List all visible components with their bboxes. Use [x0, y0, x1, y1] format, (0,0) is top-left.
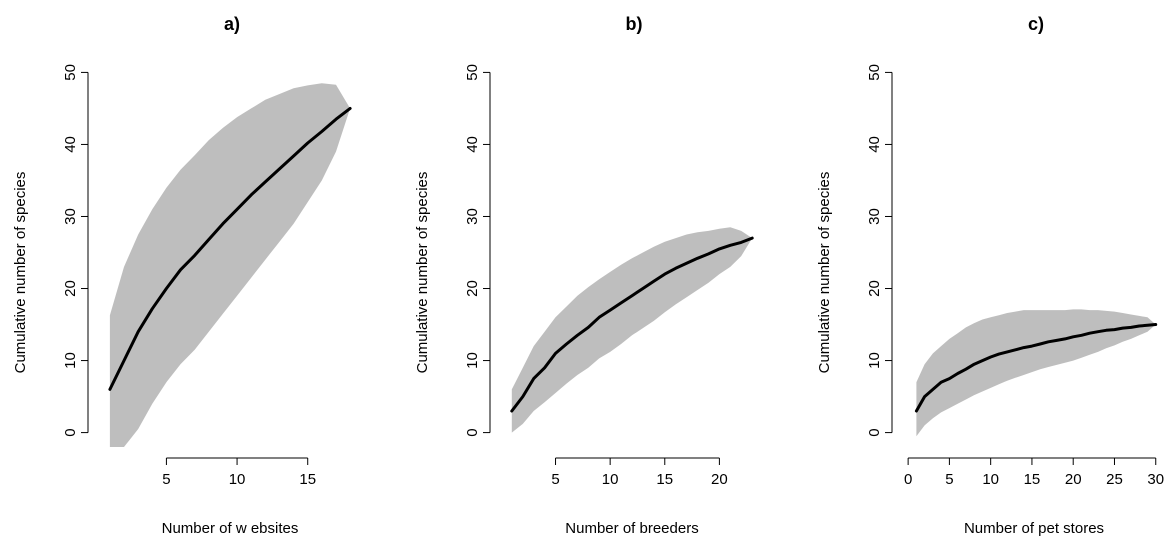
y-tick-label-b: 10: [464, 352, 481, 369]
y-tick-label-b: 40: [464, 136, 481, 153]
mean-line-b: [510, 236, 754, 413]
x-tick-label-b: 15: [656, 471, 673, 488]
y-tick-label-b: 20: [464, 280, 481, 297]
y-axis-label-a: Cumulative number of species: [12, 172, 29, 374]
x-tick-label-c: 10: [982, 471, 999, 488]
confidence-band-c: [916, 309, 1156, 437]
y-tick-label-c: 50: [866, 64, 883, 81]
x-tick-label-b: 5: [551, 471, 559, 488]
x-axis-label-b: Number of breeders: [565, 520, 698, 537]
y-tick-label-a: 10: [62, 352, 79, 369]
y-tick-label-c: 0: [866, 428, 883, 436]
y-tick-label-c: 40: [866, 136, 883, 153]
y-tick-label-a: 50: [62, 64, 79, 81]
mean-line-a: [108, 106, 352, 391]
y-axis-label-c: Cumulative number of species: [816, 172, 833, 374]
y-tick-label-c: 30: [866, 208, 883, 225]
x-tick-label-c: 25: [1106, 471, 1123, 488]
y-tick-label-a: 20: [62, 280, 79, 297]
x-tick-label-c: 30: [1147, 471, 1164, 488]
y-tick-label-a: 0: [62, 428, 79, 436]
y-axis-label-b: Cumulative number of species: [414, 172, 431, 374]
y-tick-label-b: 50: [464, 64, 481, 81]
y-tick-label-c: 20: [866, 280, 883, 297]
panel-c-title: c): [1027, 14, 1044, 34]
x-tick-label-a: 10: [229, 471, 246, 488]
x-tick-label-a: 15: [299, 471, 316, 488]
x-tick-label-c: 0: [904, 471, 912, 488]
y-tick-label-a: 40: [62, 136, 79, 153]
y-tick-label-c: 10: [866, 352, 883, 369]
x-tick-label-c: 20: [1065, 471, 1082, 488]
x-tick-label-a: 5: [162, 471, 170, 488]
confidence-band-b: [511, 227, 753, 433]
x-tick-label-c: 5: [945, 471, 953, 488]
y-tick-label-b: 30: [464, 208, 481, 225]
x-axis-label-c: Number of pet stores: [964, 520, 1104, 537]
y-tick-label-b: 0: [464, 428, 481, 436]
x-tick-label-b: 10: [602, 471, 619, 488]
panel-a-title: a): [223, 14, 240, 34]
panel-b-title: b): [625, 14, 643, 34]
x-axis-label-a: Number of w ebsites: [162, 520, 299, 537]
y-tick-label-a: 30: [62, 208, 79, 225]
confidence-band-a: [109, 83, 351, 447]
x-tick-label-c: 15: [1024, 471, 1041, 488]
mean-line-c: [914, 323, 1158, 413]
x-tick-label-b: 20: [711, 471, 728, 488]
